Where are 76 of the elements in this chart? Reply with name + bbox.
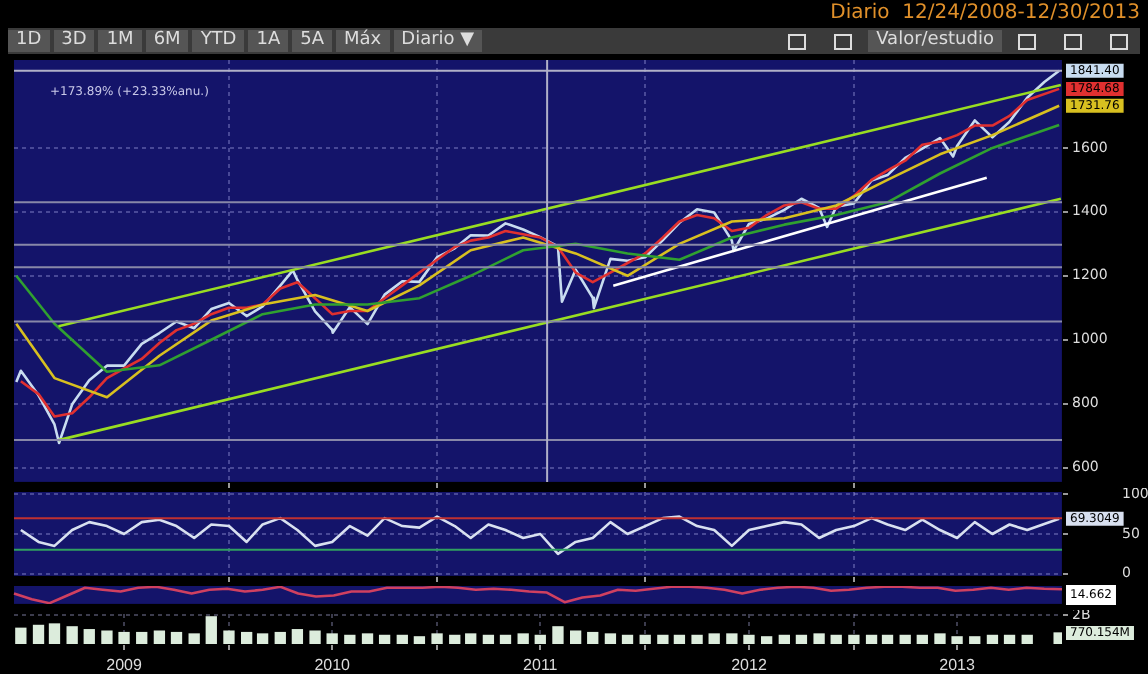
bar [604,633,617,644]
x-tick-label: 2011 [523,656,559,674]
bar [136,631,148,644]
bar [274,631,286,644]
bar [726,633,738,644]
bar [951,636,963,644]
bar [969,636,981,644]
text: Diario ▼ [393,30,483,52]
x-tick-label: 2010 [314,656,352,674]
bar [778,634,790,644]
bar [934,633,946,644]
bar [465,633,477,644]
bar [15,627,27,644]
text: Máx [336,30,390,52]
bar [621,634,634,644]
bar [552,626,564,644]
bar [326,633,338,644]
bar [795,634,808,644]
text: Valor/estudio [868,30,1002,52]
bar [256,633,269,644]
bar [517,633,529,644]
bar [639,634,651,644]
bar [569,630,582,644]
bar [673,634,686,644]
text: 1D [8,30,50,52]
text: 6M [145,30,189,52]
bar [449,634,461,644]
bar [881,634,894,644]
bar [101,630,113,644]
bar [691,634,703,644]
bar [986,634,999,644]
bar [916,634,928,644]
bar [66,626,78,644]
bar [534,634,546,644]
bar [378,634,391,644]
bar [240,631,253,644]
x-tick-label: 2009 [106,656,143,674]
bar [48,623,61,644]
bar [32,624,45,644]
bar [899,634,911,644]
bar [587,631,599,644]
bar [396,634,408,644]
bar [760,636,773,644]
bar [499,634,512,644]
text: YTD [192,30,245,52]
bar [223,630,235,644]
text: Diario 12/24/2008-12/30/2013 [830,2,1140,24]
x-tick-label: 2012 [731,656,768,674]
bar [743,634,755,644]
bar [1021,634,1033,644]
bar [431,633,443,644]
text: 1M [98,30,142,52]
bar [83,629,95,644]
text: 5A [292,30,333,52]
bar [657,634,669,644]
bar [813,633,825,644]
bar [413,636,426,644]
text: 1A [248,30,289,52]
bar [1003,634,1016,644]
bar [344,634,356,644]
bar [118,631,130,644]
bar [482,634,495,644]
bar [291,629,304,644]
bar [708,633,720,644]
bar [1053,632,1062,644]
text: 3D [53,30,95,52]
bar [848,634,860,644]
bar [309,630,321,644]
bar [188,633,200,644]
bar [205,616,217,644]
bar [170,631,183,644]
bar [865,634,878,644]
bar [830,634,842,644]
bar [361,633,374,644]
bar [153,630,166,644]
x-tick-label: 2013 [939,656,976,674]
